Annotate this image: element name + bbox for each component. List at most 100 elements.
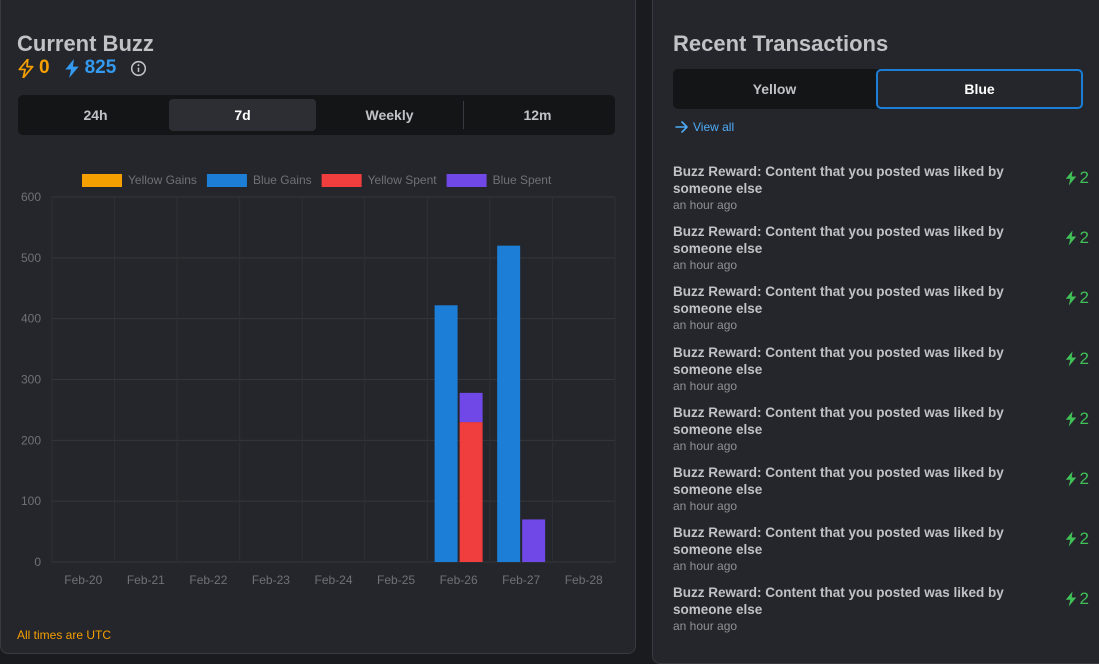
x-tick-label: Feb-24	[314, 573, 352, 587]
transaction-description: Buzz Reward: Content that you posted was…	[673, 224, 1004, 257]
transaction-amount: 2	[1065, 589, 1089, 609]
legend-label: Blue Gains	[253, 173, 312, 187]
segment-divider	[463, 101, 464, 129]
lightning-bolt-icon	[18, 58, 34, 78]
range-24h-button[interactable]: 24h	[83, 107, 108, 123]
legend-label: Blue Spent	[493, 173, 552, 187]
x-tick-label: Feb-20	[64, 573, 102, 587]
currency-tab-selector: Yellow Blue	[673, 69, 1083, 109]
transaction-description: Buzz Reward: Content that you posted was…	[673, 585, 1004, 618]
x-tick-label: Feb-28	[565, 573, 603, 587]
bar-blue-gains	[497, 245, 521, 562]
transaction-amount: 2	[1065, 168, 1089, 188]
transaction-amount-value: 2	[1079, 589, 1089, 609]
transaction-amount: 2	[1065, 409, 1089, 429]
time-range-selector: 24h 7d Weekly 12m	[18, 95, 615, 135]
transaction-item: Buzz Reward: Content that you posted was…	[673, 163, 1089, 223]
lightning-bolt-icon	[1065, 411, 1076, 427]
transaction-item: Buzz Reward: Content that you posted was…	[673, 524, 1089, 584]
y-tick-label: 0	[34, 555, 41, 569]
lightning-bolt-icon	[1065, 230, 1076, 246]
lightning-bolt-icon	[1065, 170, 1076, 186]
bar-blue-spent	[522, 519, 546, 562]
transaction-item: Buzz Reward: Content that you posted was…	[673, 464, 1089, 524]
recent-transactions-title: Recent Transactions	[673, 31, 889, 56]
transaction-amount-value: 2	[1079, 228, 1089, 248]
info-icon[interactable]	[130, 60, 147, 77]
transaction-time: an hour ago	[673, 438, 738, 453]
tab-blue[interactable]: Blue	[876, 69, 1083, 109]
transaction-amount-value: 2	[1079, 408, 1089, 428]
blue-balance: 825	[64, 57, 117, 79]
transaction-amount: 2	[1065, 529, 1089, 549]
transaction-amount-value: 2	[1079, 168, 1089, 187]
y-tick-label: 500	[21, 251, 41, 265]
range-12m-button[interactable]: 12m	[523, 107, 552, 123]
transaction-item: Buzz Reward: Content that you posted was…	[673, 344, 1089, 404]
transaction-description: Buzz Reward: Content that you posted was…	[673, 404, 1004, 437]
x-tick-label: Feb-22	[189, 573, 227, 587]
legend-swatch	[446, 174, 487, 187]
legend-swatch	[321, 174, 362, 187]
lightning-bolt-icon	[1065, 531, 1076, 547]
legend-swatch	[82, 174, 122, 187]
bar-blue-gains	[434, 305, 458, 562]
y-tick-label: 300	[21, 373, 41, 387]
transaction-amount: 2	[1065, 469, 1089, 489]
y-tick-label: 200	[21, 433, 41, 447]
transaction-amount-value: 2	[1079, 529, 1089, 549]
transactions-panel: Recent Transactions Yellow Blue View all…	[652, 0, 1099, 654]
legend-label: Yellow Spent	[368, 173, 438, 187]
yellow-balance: 0	[18, 57, 50, 79]
transaction-time: an hour ago	[673, 318, 738, 333]
transaction-time: an hour ago	[673, 198, 738, 212]
legend-label: Yellow Gains	[128, 173, 197, 187]
range-7d-button[interactable]: 7d	[169, 99, 316, 131]
bar-blue-spent	[459, 392, 483, 423]
x-tick-label: Feb-21	[127, 573, 165, 587]
lightning-bolt-icon	[1065, 351, 1076, 367]
legend-swatch	[206, 174, 247, 187]
transaction-description: Buzz Reward: Content that you posted was…	[673, 164, 1004, 196]
transaction-time: an hour ago	[673, 258, 738, 273]
view-all-label: View all	[693, 120, 735, 134]
transaction-amount-value: 2	[1079, 288, 1089, 308]
transaction-amount: 2	[1065, 349, 1089, 369]
transaction-item: Buzz Reward: Content that you posted was…	[673, 223, 1089, 283]
transaction-item: Buzz Reward: Content that you posted was…	[673, 584, 1089, 644]
blue-balance-value: 825	[84, 57, 117, 78]
x-tick-label: Feb-26	[440, 573, 478, 587]
transaction-amount-value: 2	[1079, 468, 1089, 488]
y-tick-label: 100	[21, 494, 41, 508]
transaction-time: an hour ago	[673, 378, 738, 393]
lightning-bolt-icon	[1065, 471, 1076, 487]
buzz-bar-chart: 0 100 200 300 400 500 600 Feb-20 Feb-21 Feb-22 Feb…	[21, 173, 616, 587]
transaction-time: an hour ago	[673, 619, 738, 634]
recent-transactions-card	[652, 0, 1099, 664]
arrow-right-icon	[675, 121, 688, 133]
balance-row: 0 825	[18, 57, 147, 79]
transaction-description: Buzz Reward: Content that you posted was…	[673, 464, 1004, 497]
lightning-bolt-icon	[1065, 591, 1076, 607]
tab-yellow[interactable]: Yellow	[752, 81, 797, 97]
transaction-description: Buzz Reward: Content that you posted was…	[673, 284, 1004, 317]
yellow-balance-value: 0	[39, 57, 50, 78]
bar-yellow-spent	[459, 422, 483, 562]
lightning-bolt-icon	[1065, 290, 1076, 306]
x-tick-label: Feb-23	[252, 573, 290, 587]
lightning-bolt-icon	[64, 58, 79, 78]
current-buzz-title: Current Buzz	[17, 31, 154, 56]
y-tick-label: 400	[21, 312, 41, 326]
transaction-description: Buzz Reward: Content that you posted was…	[673, 525, 1004, 558]
transaction-list: Buzz Reward: Content that you posted was…	[673, 163, 1089, 645]
transaction-time: an hour ago	[673, 498, 738, 513]
transaction-item: Buzz Reward: Content that you posted was…	[673, 283, 1089, 343]
y-tick-label: 600	[21, 190, 41, 204]
transaction-description: Buzz Reward: Content that you posted was…	[673, 344, 1004, 377]
transaction-amount-value: 2	[1079, 348, 1089, 368]
view-all-link[interactable]: View all	[675, 120, 734, 134]
transaction-amount: 2	[1065, 228, 1089, 248]
x-tick-label: Feb-25	[377, 573, 415, 587]
transaction-amount: 2	[1065, 288, 1089, 308]
range-weekly-button[interactable]: Weekly	[365, 107, 414, 123]
